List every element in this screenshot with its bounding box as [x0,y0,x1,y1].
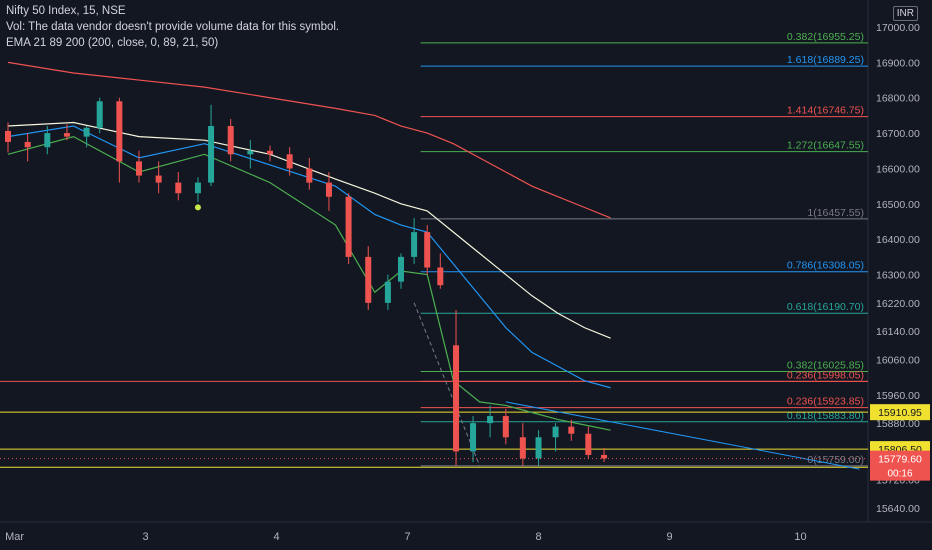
candle-body [267,150,273,155]
fib-level-label: 0.382(16025.85) [787,360,864,372]
y-tick-label: 15960.00 [876,390,920,402]
fib-level-label: 1(16457.55) [807,207,864,219]
candle-body [155,175,162,183]
fib-level-label: 0.236(15998.05) [787,369,864,381]
candle-body [24,141,31,148]
candle-body [325,182,332,197]
x-tick-label: 8 [535,531,541,543]
x-tick-label: 7 [404,531,410,543]
x-tick-label: 3 [142,531,148,543]
candle-body [470,423,477,452]
y-tick-label: 15640.00 [876,503,920,515]
dashed-line [413,302,481,466]
fib-level-label: 0.618(16190.70) [787,301,864,313]
candle-body [136,161,142,176]
current-price-bg [870,450,930,481]
candle-body [194,182,201,194]
fib-level-label: 1.414(16746.75) [787,105,864,117]
candle-body [286,154,293,169]
horizontal-line-label: 15910.95 [878,407,922,419]
candle-body [437,267,444,286]
candle-body [175,182,182,194]
fib-level-label: 0(15759.00) [807,454,864,466]
fib-level-label: 1.272(16647.55) [787,140,864,152]
fib-level-label: 0.236(15923.85) [787,396,864,408]
candle-body [227,126,234,155]
countdown-label: 00:16 [887,469,912,480]
y-tick-label: 16900.00 [876,57,920,69]
x-tick-label: 9 [666,531,672,543]
x-tick-label: Mar [5,531,24,543]
candle-body [345,196,352,257]
y-tick-label: 17000.00 [876,22,920,34]
y-tick-label: 16800.00 [876,93,920,105]
ema-series-line [7,61,611,219]
candle-body [535,437,542,459]
y-tick-label: 16600.00 [876,163,920,175]
candle-body [384,281,391,303]
ema-legend[interactable]: EMA 21 89 200 (200, close, 0, 89, 21, 50… [6,37,219,49]
candle-body [306,168,313,183]
candle-body [5,130,11,142]
symbol-legend[interactable]: Nifty 50 Index, 15, NSE [6,5,126,17]
candle-body [601,454,608,459]
price-label-bg [870,404,930,421]
candle-body [585,433,592,455]
candle-body [208,126,215,183]
y-tick-label: 15880.00 [876,418,920,430]
x-tick-label: 4 [273,531,279,543]
candle-body [96,101,103,128]
candle-body [365,256,372,303]
candle-body [398,256,404,282]
y-tick-label: 16400.00 [876,234,920,246]
x-tick-label: 10 [794,531,806,543]
fib-level-label: 0.618(15883.80) [787,410,864,422]
candle-body [83,127,90,137]
candle-body [552,426,559,438]
candle-body [568,426,575,434]
candle-body [63,133,70,137]
y-tick-label: 16220.00 [876,298,920,310]
candle-body [519,437,526,459]
y-tick-label: 16500.00 [876,199,920,211]
candle-body [424,232,431,268]
fib-level-label: 1.618(16889.25) [787,54,864,66]
candle-body [453,345,460,452]
y-tick-label: 16300.00 [876,270,920,282]
fib-level-label: 0.786(16308.05) [787,260,864,272]
candle-body [487,416,494,424]
trendline [505,401,860,470]
candle-body [502,416,509,438]
currency-badge[interactable]: INR [892,6,918,21]
ema-series-line [7,135,611,431]
y-tick-label: 16700.00 [876,128,920,140]
candle-body [247,150,254,155]
y-tick-label: 16140.00 [876,326,920,338]
candle-body [44,133,51,148]
fib-level-label: 0.382(16955.25) [787,31,864,43]
candle-body [116,101,123,162]
candle-body [411,232,418,257]
volume-legend[interactable]: Vol: The data vendor doesn't provide vol… [6,21,340,33]
current-price-label: 15779.60 [878,454,922,466]
marker-dot [194,204,201,211]
ema-series-line [7,121,611,339]
y-tick-label: 16060.00 [876,354,920,366]
